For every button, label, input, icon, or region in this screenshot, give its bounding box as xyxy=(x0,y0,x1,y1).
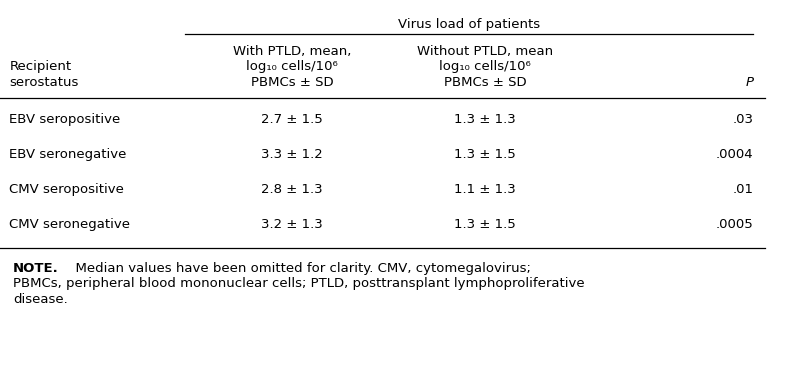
Text: CMV seronegative: CMV seronegative xyxy=(9,218,130,231)
Text: .0004: .0004 xyxy=(716,148,753,161)
Text: .0005: .0005 xyxy=(716,218,753,231)
Text: EBV seropositive: EBV seropositive xyxy=(9,113,121,126)
Text: 1.3 ± 1.5: 1.3 ± 1.5 xyxy=(454,218,516,231)
Text: .01: .01 xyxy=(732,183,753,196)
Text: Median values have been omitted for clarity. CMV, cytomegalovirus;: Median values have been omitted for clar… xyxy=(58,262,531,275)
Text: serostatus: serostatus xyxy=(9,76,79,89)
Text: EBV seronegative: EBV seronegative xyxy=(9,148,127,161)
Text: log₁₀ cells/10⁶: log₁₀ cells/10⁶ xyxy=(439,60,531,73)
Text: 1.3 ± 1.5: 1.3 ± 1.5 xyxy=(454,148,516,161)
Text: P: P xyxy=(746,76,753,89)
Text: CMV seropositive: CMV seropositive xyxy=(9,183,125,196)
Text: 1.1 ± 1.3: 1.1 ± 1.3 xyxy=(454,183,516,196)
Text: 1.3 ± 1.3: 1.3 ± 1.3 xyxy=(454,113,516,126)
Text: .03: .03 xyxy=(732,113,753,126)
Text: 2.7 ± 1.5: 2.7 ± 1.5 xyxy=(261,113,323,126)
Text: NOTE.: NOTE. xyxy=(13,262,58,275)
Text: PBMCs ± SD: PBMCs ± SD xyxy=(444,76,526,89)
Text: 3.2 ± 1.3: 3.2 ± 1.3 xyxy=(261,218,323,231)
Text: 3.3 ± 1.2: 3.3 ± 1.2 xyxy=(261,148,323,161)
Text: 2.8 ± 1.3: 2.8 ± 1.3 xyxy=(261,183,323,196)
Text: disease.: disease. xyxy=(13,293,68,306)
Text: Virus load of patients: Virus load of patients xyxy=(398,18,540,31)
Text: log₁₀ cells/10⁶: log₁₀ cells/10⁶ xyxy=(246,60,338,73)
Text: Without PTLD, mean: Without PTLD, mean xyxy=(417,45,553,58)
Text: PBMCs ± SD: PBMCs ± SD xyxy=(251,76,333,89)
Text: PBMCs, peripheral blood mononuclear cells; PTLD, posttransplant lymphoproliferat: PBMCs, peripheral blood mononuclear cell… xyxy=(13,277,585,290)
Text: With PTLD, mean,: With PTLD, mean, xyxy=(233,45,351,58)
Text: Recipient: Recipient xyxy=(9,60,72,73)
